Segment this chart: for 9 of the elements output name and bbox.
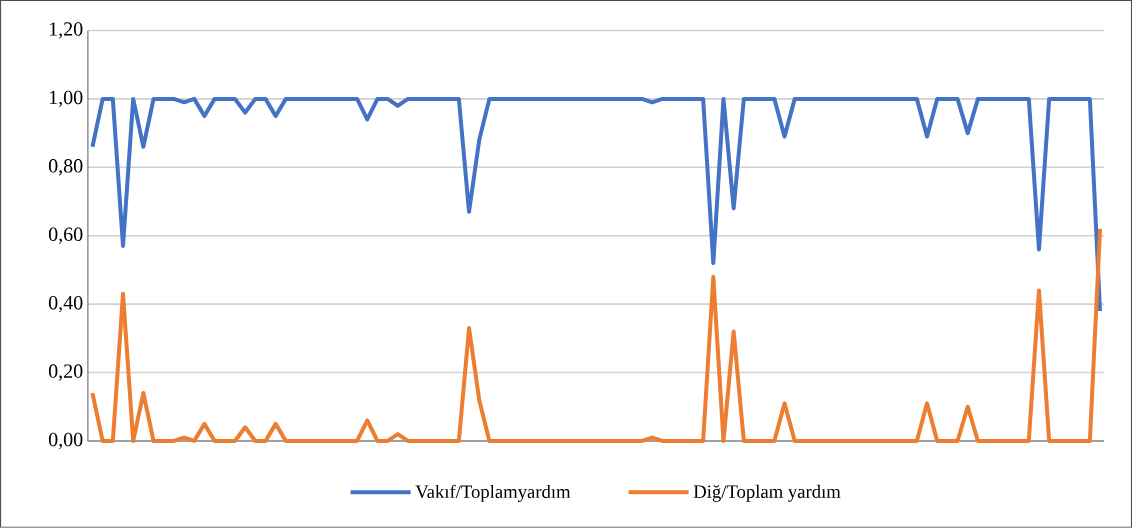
y-tick-label: 0,40 <box>48 296 83 313</box>
legend-label: Vakıf/Toplamyardım <box>415 484 571 502</box>
y-tick-label: 0,00 <box>48 432 83 450</box>
y-tick-label: 0,60 <box>48 227 83 244</box>
y-tick-label: 0,20 <box>48 364 83 381</box>
y-tick-label: 0,80 <box>48 159 83 176</box>
y-tick-label: 1,00 <box>49 90 83 108</box>
y-tick-label: 1,20 <box>49 22 83 39</box>
legend-label: Diğ/Toplam yardım <box>693 484 841 502</box>
